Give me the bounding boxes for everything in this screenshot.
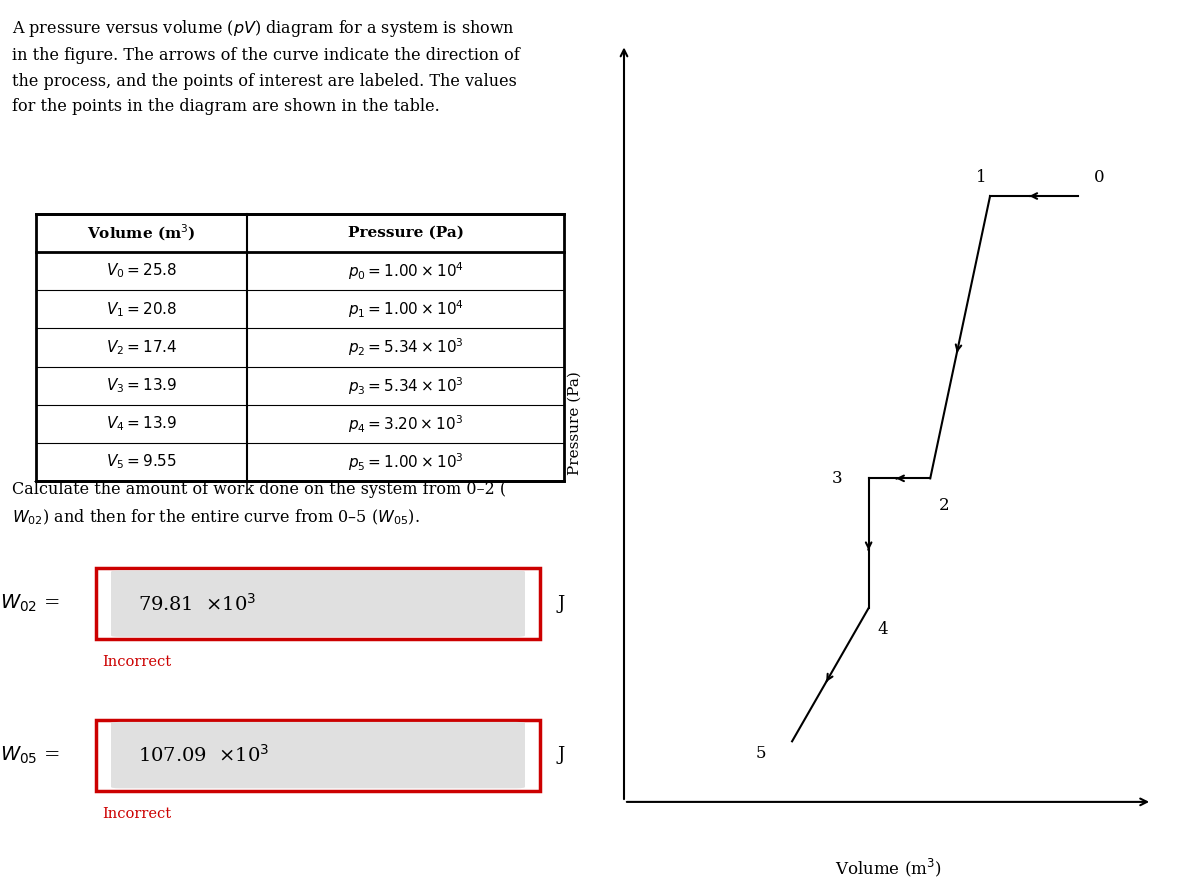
- Text: $p_2 = 5.34 \times 10^3$: $p_2 = 5.34 \times 10^3$: [348, 337, 463, 358]
- FancyBboxPatch shape: [112, 722, 526, 789]
- Text: J: J: [558, 594, 565, 613]
- Text: $W_{05}$ =: $W_{05}$ =: [0, 745, 60, 765]
- Text: $p_3 = 5.34 \times 10^3$: $p_3 = 5.34 \times 10^3$: [348, 375, 463, 396]
- Text: Volume (m$^3$): Volume (m$^3$): [835, 856, 941, 879]
- Text: 0: 0: [1094, 169, 1104, 186]
- Text: A pressure versus volume ($pV$) diagram for a system is shown
in the figure. The: A pressure versus volume ($pV$) diagram …: [12, 18, 520, 115]
- Bar: [96, 568, 540, 639]
- Text: Incorrect: Incorrect: [102, 655, 172, 669]
- Text: $V_1 = 20.8$: $V_1 = 20.8$: [106, 300, 178, 319]
- Text: Pressure (Pa): Pressure (Pa): [348, 226, 463, 240]
- Text: $p_4 = 3.20 \times 10^3$: $p_4 = 3.20 \times 10^3$: [348, 413, 463, 435]
- Text: $p_0 = 1.00 \times 10^4$: $p_0 = 1.00 \times 10^4$: [348, 260, 463, 282]
- Text: $V_3 = 13.9$: $V_3 = 13.9$: [106, 376, 178, 395]
- Text: $V_4 = 13.9$: $V_4 = 13.9$: [106, 414, 178, 433]
- FancyBboxPatch shape: [112, 570, 526, 637]
- Text: J: J: [558, 746, 565, 764]
- Text: Calculate the amount of work done on the system from 0–2 (
$W_{02}$) and then fo: Calculate the amount of work done on the…: [12, 481, 506, 527]
- Text: 79.81  ×10$^3$: 79.81 ×10$^3$: [138, 593, 257, 615]
- Text: 4: 4: [877, 621, 888, 638]
- Text: 1: 1: [976, 169, 986, 186]
- Text: Incorrect: Incorrect: [102, 806, 172, 821]
- Text: $V_2 = 17.4$: $V_2 = 17.4$: [106, 339, 178, 356]
- Text: $V_5 = 9.55$: $V_5 = 9.55$: [106, 453, 178, 471]
- Text: 107.09  ×10$^3$: 107.09 ×10$^3$: [138, 744, 270, 766]
- Text: 3: 3: [832, 470, 842, 486]
- Text: 5: 5: [755, 745, 766, 762]
- Text: $p_5 = 1.00 \times 10^3$: $p_5 = 1.00 \times 10^3$: [348, 451, 463, 473]
- Text: Volume (m$^3$): Volume (m$^3$): [88, 223, 196, 243]
- Text: $V_0 = 25.8$: $V_0 = 25.8$: [106, 262, 178, 281]
- Bar: [96, 720, 540, 790]
- Text: Pressure (Pa): Pressure (Pa): [568, 372, 582, 475]
- Text: $W_{02}$ =: $W_{02}$ =: [0, 593, 60, 614]
- Text: $p_1 = 1.00 \times 10^4$: $p_1 = 1.00 \times 10^4$: [348, 298, 463, 320]
- Text: 2: 2: [940, 497, 949, 514]
